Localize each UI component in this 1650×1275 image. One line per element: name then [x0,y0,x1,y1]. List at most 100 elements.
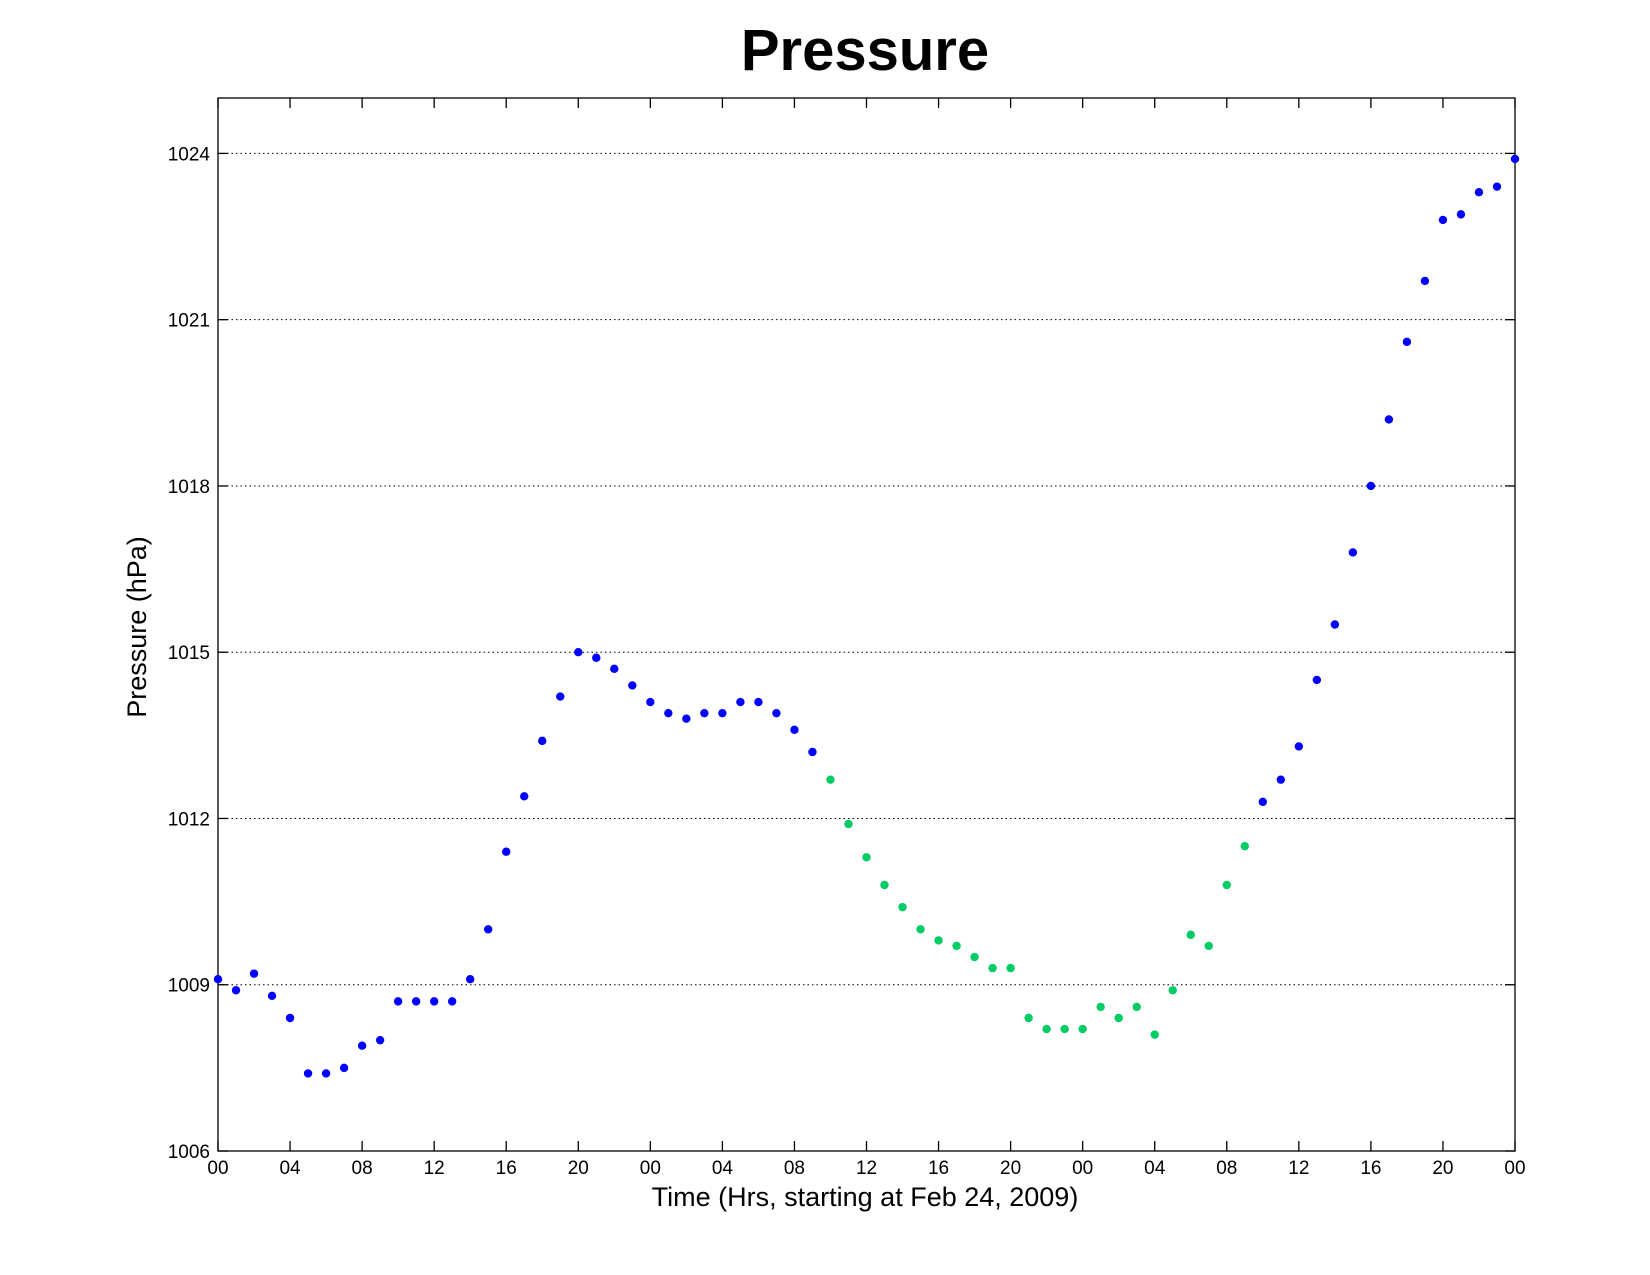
x-tick-label: 16 [496,1158,517,1179]
data-point-blue [700,708,709,718]
data-point-blue [411,997,421,1006]
data-point-blue [1348,548,1358,557]
x-tick-label: 00 [640,1158,661,1179]
data-point-blue [718,708,727,718]
data-point-blue [429,997,439,1006]
data-point-blue [1510,154,1520,164]
x-tick-label: 20 [1432,1158,1453,1179]
data-point-green [916,925,925,934]
data-point-blue [393,997,403,1006]
data-point-green [898,902,907,912]
data-point-blue [1420,276,1430,286]
data-point-blue [375,1035,385,1045]
data-point-green [1240,841,1249,851]
x-tick-label: 16 [1360,1158,1381,1179]
data-point-green [1114,1013,1123,1023]
data-point-blue [267,991,277,1001]
data-point-blue [574,648,583,657]
x-tick-label: 20 [1000,1158,1021,1179]
x-tick-label: 00 [1072,1158,1093,1179]
y-tick-labels: 1006 1009 1012 1015 1018 1021 1024 [168,144,211,1163]
data-point-blue [538,736,547,746]
data-point-blue [465,974,475,984]
data-point-blue [1330,620,1340,629]
data-point-blue [285,1013,295,1023]
y-tick-label: 1009 [168,976,210,997]
data-point-blue [790,725,799,734]
data-point-blue [520,792,529,801]
data-point-green [1132,1002,1141,1012]
x-tick-label: 12 [856,1158,877,1179]
data-point-blue [213,974,223,984]
y-axis-label: Pressure (hPa) [122,536,152,718]
data-point-green [1060,1024,1069,1034]
data-point-blue [1276,775,1286,784]
x-tick-label: 04 [712,1158,734,1179]
x-tick-labels: 00 04 08 12 16 20 00 04 08 12 16 20 00 04 08 12 16 20 00 [207,1158,1525,1179]
data-point-green [1006,963,1015,973]
data-point-green [880,880,889,890]
data-point-blue [556,692,565,701]
x-tick-label: 00 [1504,1158,1525,1179]
data-point-blue [682,714,691,723]
data-points [213,154,1520,1078]
data-point-green [988,963,997,973]
data-point-blue [1258,797,1268,807]
data-point-blue [1438,215,1448,225]
data-point-green [1222,880,1231,890]
data-point-blue [1294,742,1304,751]
data-point-green [826,775,835,784]
plot-frame [217,97,1516,1152]
x-tick-label: 12 [424,1158,445,1179]
data-point-green [844,819,853,829]
data-point-blue [1492,182,1502,191]
y-tick-label: 1012 [168,809,210,830]
data-point-blue [339,1063,349,1073]
y-tick-label: 1021 [168,311,210,332]
x-tick-label: 16 [928,1158,949,1179]
data-point-blue [249,969,259,978]
chart-title: Pressure [741,18,989,83]
x-tick-label: 08 [352,1158,373,1179]
data-point-blue [1312,675,1322,685]
data-point-green [1186,930,1195,940]
data-point-blue [231,986,241,995]
data-point-blue [303,1069,313,1078]
x-tick-label: 20 [568,1158,589,1179]
data-point-blue [321,1069,331,1078]
data-point-green [934,936,943,945]
data-point-green [1024,1013,1033,1023]
data-point-blue [628,681,637,690]
x-tick-label: 12 [1288,1158,1309,1179]
x-tick-label: 04 [1144,1158,1166,1179]
y-tick-label: 1018 [168,477,210,498]
y-tick-label: 1024 [168,144,211,165]
data-point-blue [1366,481,1376,491]
data-point-green [952,941,961,951]
data-point-blue [664,708,673,718]
data-point-blue [1384,415,1394,424]
data-point-green [1168,986,1177,995]
axis-ticks [217,98,1516,1152]
data-point-blue [808,747,817,757]
y-tick-label: 1006 [168,1142,210,1163]
data-point-blue [1456,210,1466,219]
data-point-green [1078,1024,1087,1034]
x-tick-label: 04 [279,1158,301,1179]
data-point-green [862,853,871,862]
data-point-green [1042,1024,1051,1034]
data-point-green [1204,941,1213,951]
data-point-green [1150,1030,1159,1039]
data-point-blue [1402,337,1412,347]
x-axis-label: Time (Hrs, starting at Feb 24, 2009) [652,1182,1079,1212]
data-point-blue [447,997,457,1006]
data-point-blue [736,697,745,707]
data-point-blue [357,1041,367,1050]
grid-lines [218,152,1515,986]
x-tick-label: 00 [207,1158,228,1179]
x-tick-label: 08 [1216,1158,1237,1179]
data-point-green [970,952,979,962]
data-point-blue [646,697,655,707]
data-point-blue [1474,188,1484,197]
